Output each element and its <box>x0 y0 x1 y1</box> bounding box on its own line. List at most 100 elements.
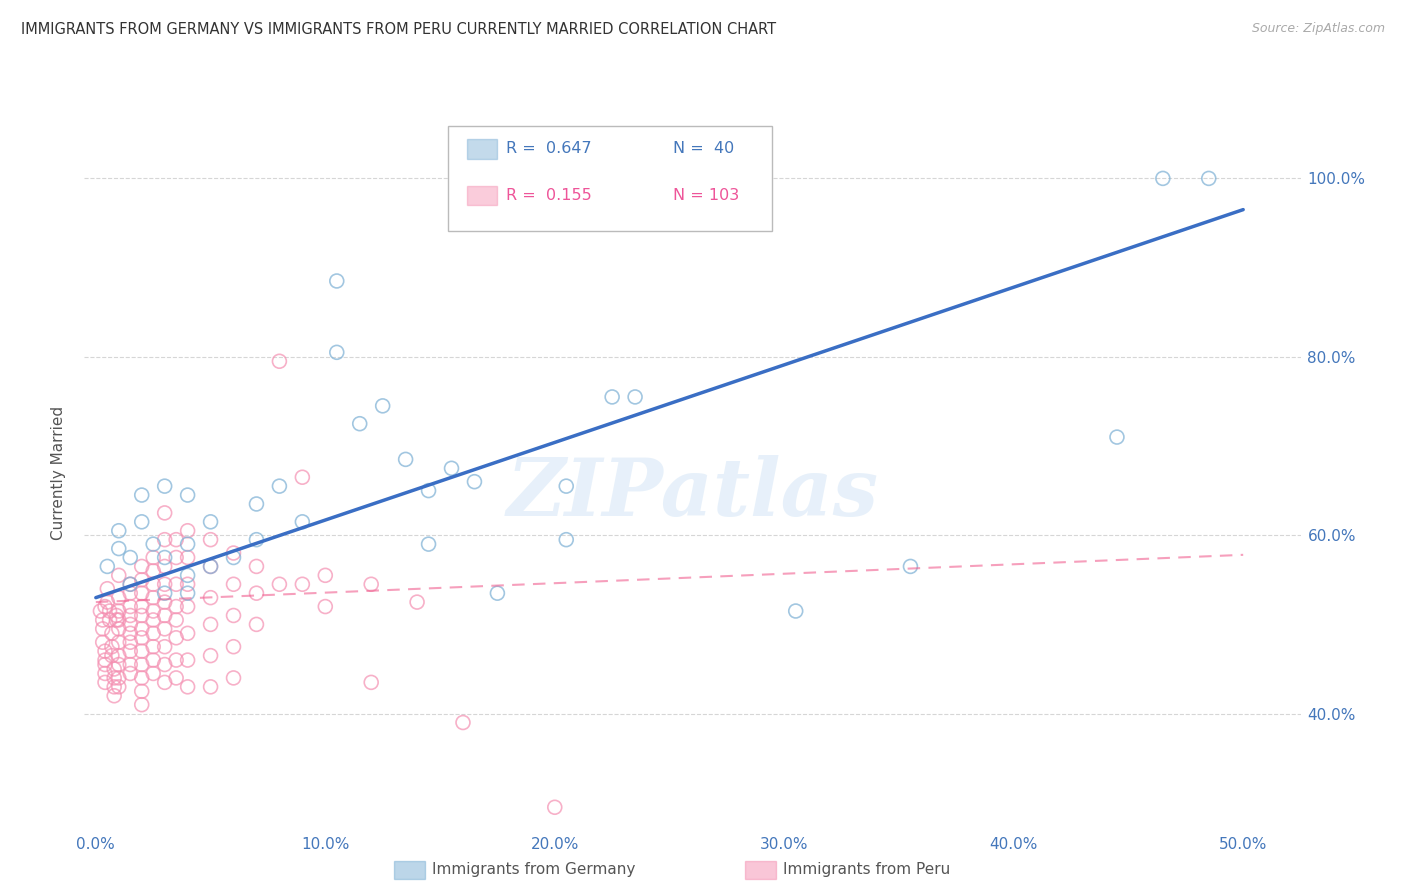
Point <box>101 626 124 640</box>
Point <box>101 648 124 663</box>
Point <box>120 586 142 600</box>
Point <box>245 497 267 511</box>
Point <box>107 604 129 618</box>
Point <box>165 550 187 565</box>
Point <box>176 626 198 640</box>
Point <box>1198 171 1220 186</box>
Point <box>176 537 198 551</box>
Point <box>107 613 129 627</box>
Point <box>96 595 118 609</box>
Point <box>165 599 187 614</box>
Point <box>349 417 371 431</box>
Point <box>142 626 165 640</box>
Point <box>406 595 429 609</box>
Point <box>96 582 118 596</box>
Point <box>103 671 125 685</box>
Point <box>269 577 291 591</box>
Point <box>176 550 198 565</box>
Point <box>153 586 176 600</box>
Point <box>176 653 198 667</box>
Point <box>153 533 176 547</box>
Point <box>245 533 267 547</box>
Text: ZIPatlas: ZIPatlas <box>506 456 879 533</box>
Point <box>153 559 176 574</box>
Point <box>98 604 121 618</box>
Point <box>245 617 267 632</box>
Point <box>131 515 153 529</box>
Point <box>91 613 114 627</box>
Point <box>176 680 198 694</box>
Point <box>153 640 176 654</box>
Point <box>176 577 198 591</box>
Point <box>222 608 245 623</box>
Point <box>131 698 153 712</box>
Point <box>200 559 222 574</box>
Point <box>131 488 153 502</box>
Point <box>326 274 349 288</box>
Point <box>120 617 142 632</box>
Point <box>291 515 314 529</box>
Point <box>165 613 187 627</box>
Point <box>440 461 463 475</box>
Point <box>153 577 176 591</box>
Point <box>153 506 176 520</box>
Point <box>245 586 267 600</box>
Point <box>131 573 153 587</box>
Point <box>314 599 336 614</box>
Point <box>107 671 129 685</box>
Point <box>165 533 187 547</box>
Point <box>222 546 245 560</box>
Point <box>107 680 129 694</box>
Point <box>269 354 291 368</box>
Point <box>142 613 165 627</box>
Point <box>94 644 117 658</box>
Point <box>600 390 623 404</box>
Point <box>107 568 129 582</box>
Point <box>176 586 198 600</box>
Point <box>94 653 117 667</box>
Point <box>120 666 142 681</box>
Text: IMMIGRANTS FROM GERMANY VS IMMIGRANTS FROM PERU CURRENTLY MARRIED CORRELATION CH: IMMIGRANTS FROM GERMANY VS IMMIGRANTS FR… <box>21 22 776 37</box>
Point <box>200 515 222 529</box>
Point <box>900 559 922 574</box>
Point <box>200 648 222 663</box>
Point <box>120 599 142 614</box>
Text: R =  0.155: R = 0.155 <box>506 188 592 202</box>
Point <box>176 568 198 582</box>
Point <box>105 608 128 623</box>
Point <box>89 604 111 618</box>
Point <box>153 479 176 493</box>
Point <box>107 657 129 672</box>
Text: Immigrants from Peru: Immigrants from Peru <box>783 863 950 877</box>
Point <box>131 599 153 614</box>
Point <box>371 399 394 413</box>
Point <box>291 577 314 591</box>
Point <box>165 577 187 591</box>
Point <box>91 622 114 636</box>
Point <box>222 550 245 565</box>
Point <box>200 591 222 605</box>
Point <box>131 608 153 623</box>
Point <box>131 644 153 658</box>
Point <box>94 657 117 672</box>
Point <box>326 345 349 359</box>
Point <box>96 559 118 574</box>
Text: R =  0.647: R = 0.647 <box>506 142 592 156</box>
Point <box>176 488 198 502</box>
Point <box>142 640 165 654</box>
Point <box>107 541 129 556</box>
Point <box>120 577 142 591</box>
Point <box>1105 430 1128 444</box>
Point <box>486 586 509 600</box>
Text: Immigrants from Germany: Immigrants from Germany <box>432 863 636 877</box>
Text: N =  40: N = 40 <box>673 142 734 156</box>
Point <box>200 680 222 694</box>
Point <box>120 626 142 640</box>
Point <box>103 680 125 694</box>
Point <box>142 653 165 667</box>
Point <box>107 635 129 649</box>
Point <box>120 577 142 591</box>
Point <box>200 533 222 547</box>
Point <box>165 653 187 667</box>
Point <box>107 622 129 636</box>
